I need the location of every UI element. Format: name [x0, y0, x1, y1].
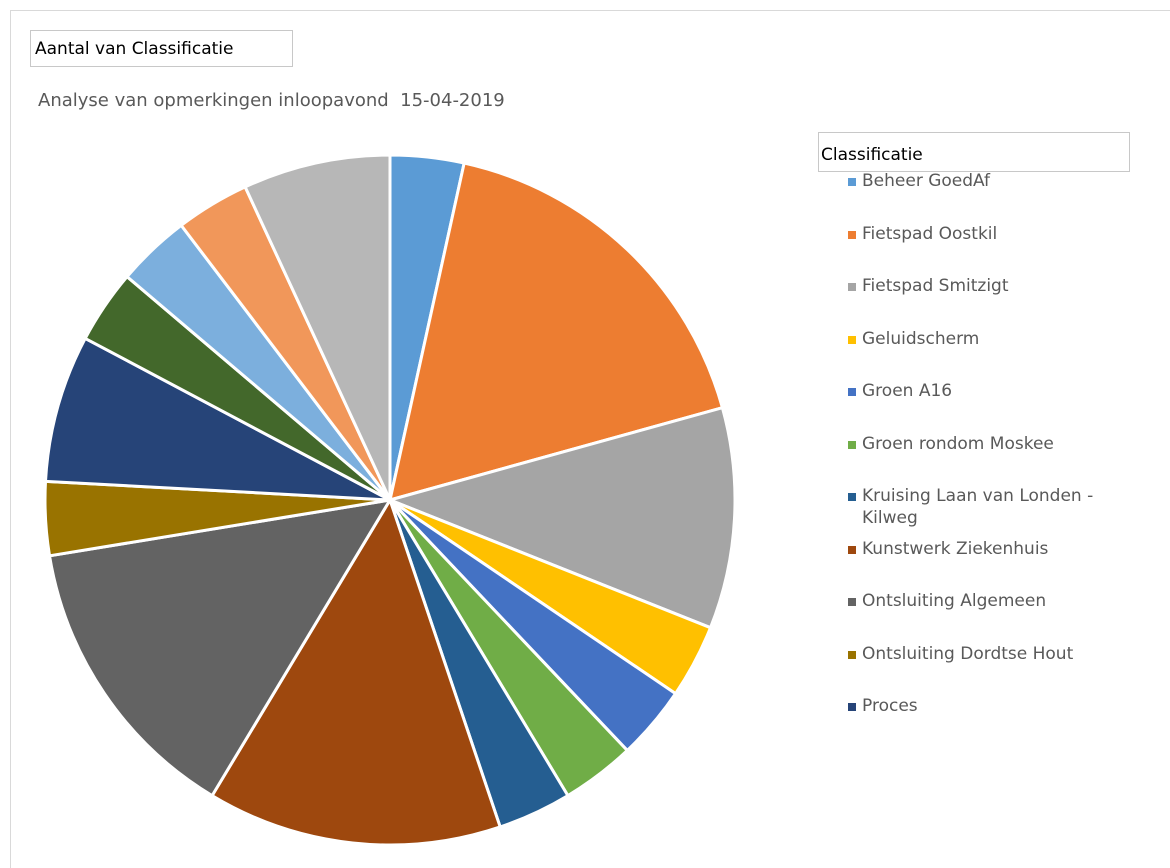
legend-label: Beheer GoedAf — [862, 171, 991, 191]
legend-item: Proces — [848, 695, 1140, 717]
legend-item: Fietspad Oostkil — [848, 223, 1140, 245]
legend-item: Kruising Laan van Londen - Kilweg — [848, 485, 1140, 529]
pie-slice — [387, 161, 725, 503]
legend-item: Groen rondom Moskee — [848, 433, 1140, 455]
legend-marker — [848, 335, 856, 344]
legend-label: Ontsluiting Dordtse Hout — [862, 643, 1074, 664]
legend-marker — [848, 493, 856, 501]
legend-item: Kunstwerk Ziekenhuis — [848, 538, 1140, 560]
legend-label: Fietspad Oostkil — [862, 223, 998, 244]
legend-item: Groen A16 — [848, 380, 1140, 402]
legend-marker — [848, 545, 856, 554]
field-button[interactable]: Aantal van Classificatie — [30, 30, 293, 67]
pie-slice — [385, 405, 737, 630]
pie-slice — [210, 496, 503, 847]
legend-label: Proces — [862, 696, 918, 716]
legend-label: Ontsluiting Algemeen — [862, 591, 1047, 611]
legend-label: Groen A16 — [862, 381, 953, 401]
legend-item: Ontsluiting Algemeen — [848, 590, 1140, 612]
legend-marker — [848, 650, 856, 659]
legend-item: Beheer GoedAf — [848, 170, 1140, 192]
chart-frame — [10, 10, 1170, 868]
legend-marker — [848, 178, 856, 186]
legend-marker — [848, 388, 856, 396]
legend-label: Kunstwerk Ziekenhuis — [862, 538, 1049, 559]
legend-marker — [848, 230, 856, 239]
legend-item: Ontsluiting Dordtse Hout — [848, 643, 1140, 665]
pie-slice — [43, 336, 391, 502]
legend-title[interactable]: Classificatie — [818, 132, 1130, 172]
chart-title: Analyse van opmerkingen inloopavond 15-0… — [38, 90, 505, 111]
legend-label: Fietspad Smitzigt — [862, 276, 1009, 296]
legend-label: Groen rondom Moskee — [862, 433, 1054, 454]
legend-marker — [848, 283, 856, 291]
legend-label: Geluidscherm — [862, 328, 980, 349]
legend-label: Kruising Laan van Londen - Kilweg — [862, 486, 1094, 528]
pie-slice — [243, 153, 392, 501]
legend-item: Fietspad Smitzigt — [848, 275, 1140, 297]
pie-slice — [47, 497, 393, 798]
legend-item: Geluidscherm — [848, 328, 1140, 350]
legend-marker — [848, 440, 856, 449]
legend-marker — [848, 703, 856, 711]
legend-marker — [848, 598, 856, 606]
